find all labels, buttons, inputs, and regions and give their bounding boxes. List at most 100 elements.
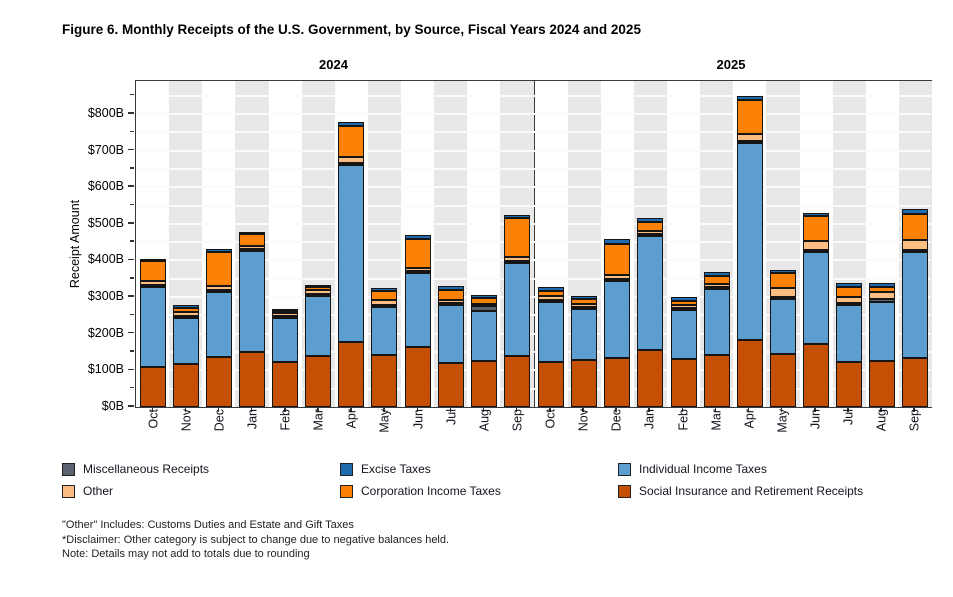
month-column-2025-Feb [667,81,700,407]
x-tick-label-2024-Apr: Apr [344,409,359,429]
segment-individual-2024-Aug [470,311,497,361]
segment-excise-2025-Oct [538,286,565,291]
x-tick-label-2025-May: May [775,409,790,433]
stacked-bar-2024-Sep [503,214,530,407]
segment-corp-2025-Feb [670,300,697,306]
segment-corp-2025-Sep [902,213,929,241]
segment-social-2024-Jan [238,352,265,407]
y-tick-label-600B: $600B [87,179,124,194]
segment-individual-2025-Mar [703,288,730,356]
x-tick-label-2024-Sep: Sep [510,409,525,432]
month-column-2025-May [766,81,800,407]
segment-other-2025-Jul [836,296,863,304]
segment-individual-2025-Dec [604,281,631,358]
x-tick [416,407,419,412]
segment-misc-2025-Mar [703,286,730,289]
gridline-350B [136,277,931,280]
stacked-bar-2024-Oct [139,258,166,407]
segment-other-2024-Oct [139,280,166,285]
month-column-2025-Apr [733,81,766,407]
segment-other-2025-Oct [538,295,565,300]
segment-misc-2025-Jul [836,303,863,306]
segment-social-2024-Jun [404,346,431,407]
y-tick-minor [130,93,134,96]
month-column-2024-Nov [169,81,203,407]
segment-misc-2024-Sep [503,261,530,264]
segment-corp-2025-Nov [571,299,598,304]
segment-excise-2024-Jul [437,286,464,291]
x-tick-label-2025-Oct: Oct [543,409,558,429]
stacked-bar-2024-Jun [404,235,431,407]
y-tick-minor [130,350,134,352]
legend-swatch-other [62,484,75,498]
x-tick [913,407,915,412]
y-tick [128,185,134,187]
x-tick [747,407,750,412]
segment-other-2024-Jun [404,268,431,272]
y-tick-label-700B: $700B [87,142,124,157]
stacked-bar-2025-Aug [869,282,896,407]
legend-swatch-misc [62,462,75,476]
legend-column-3: Individual Income Taxes Social Insurance … [618,458,863,502]
segment-other-2024-Dec [205,285,232,290]
segment-other-2024-Aug [470,303,497,306]
stacked-bar-2024-Jan [238,231,265,407]
x-tick [814,407,816,412]
segment-misc-2025-Feb [670,308,697,311]
x-tick [714,407,717,412]
segment-misc-2025-Apr [736,141,763,144]
stacked-bar-2025-Oct [538,286,565,407]
month-column-2024-Dec [202,81,235,407]
segment-individual-2024-Oct [139,286,166,367]
y-tick-minor [130,313,134,316]
segment-corp-2024-Sep [503,218,530,257]
chart-title: Figure 6. Monthly Receipts of the U.S. G… [62,22,641,37]
segment-individual-2024-Jul [437,304,464,364]
stacked-bar-2024-Mar [305,284,332,407]
segment-other-2025-Jun [803,241,830,251]
month-column-2024-Jun [401,81,434,407]
stacked-bar-2025-Sep [902,209,929,407]
gridline-400B [136,259,931,262]
segment-individual-2025-Apr [736,143,763,340]
segment-other-2025-Apr [736,134,763,142]
segment-corp-2024-Oct [139,261,166,281]
segment-excise-2024-Aug [470,294,497,299]
segment-social-2025-Aug [869,360,896,407]
x-tick [648,407,650,412]
segment-individual-2025-Aug [869,302,896,361]
segment-corp-2025-May [769,273,796,289]
plot-area [135,80,932,408]
legend-label-corp: Corporation Income Taxes [361,484,501,498]
gridline-850B [136,94,931,97]
segment-corp-2024-Jul [437,290,464,300]
x-tick [780,407,783,412]
footnote-other-definition: "Other" Includes: Customs Duties and Est… [62,519,354,531]
month-column-2024-Jul [434,81,468,407]
segment-misc-2025-May [769,297,796,300]
legend-label-other: Other [83,484,114,498]
segment-social-2025-Jul [836,361,863,407]
x-tick [217,407,220,412]
x-tick-label-2025-Jun: Jun [808,409,823,430]
segment-misc-2024-Nov [172,315,199,318]
segment-social-2024-May [371,355,398,407]
month-column-2025-Aug [866,81,899,407]
segment-corp-2024-Aug [470,298,497,304]
segment-social-2024-Apr [338,341,365,407]
segment-corp-2025-Mar [703,276,730,284]
segment-social-2024-Feb [272,362,299,407]
legend: Miscellaneous Receipts Other Excise Taxes C… [0,458,953,506]
gridline-300B [136,296,931,299]
x-tick [582,407,584,412]
segment-social-2024-Oct [139,366,166,407]
legend-item-misc: Miscellaneous Receipts [62,458,209,480]
segment-corp-2024-Mar [305,287,332,291]
segment-excise-2025-Apr [736,95,763,100]
segment-social-2024-Jul [437,363,464,407]
stacked-bar-2025-Apr [736,95,763,407]
stacked-bar-2024-May [371,287,398,407]
gridline-700B [136,149,931,152]
month-column-2025-Sep [898,81,932,407]
x-tick-label-2024-Mar: Mar [311,409,326,431]
